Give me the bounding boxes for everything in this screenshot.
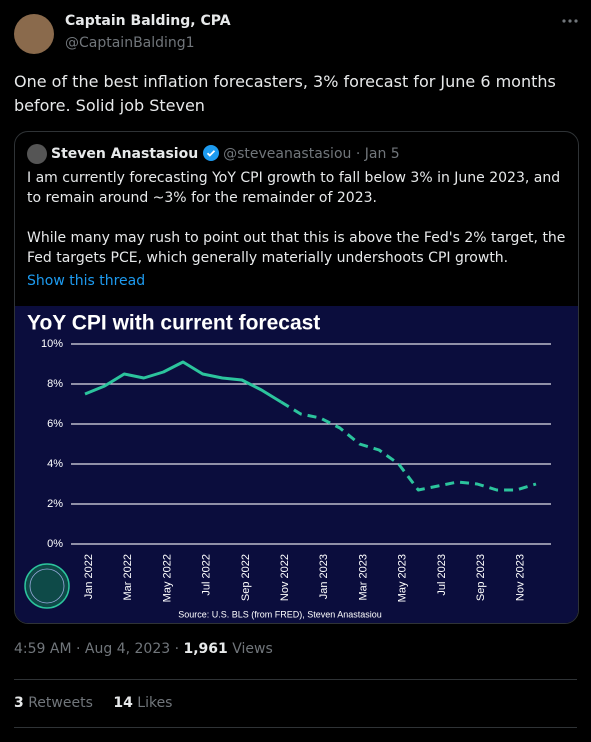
retweet-label[interactable]: Retweets: [28, 695, 93, 711]
separator: ·: [174, 641, 180, 657]
retweet-count[interactable]: 3: [14, 695, 24, 711]
like-count[interactable]: 14: [113, 695, 133, 711]
separator: ·: [355, 146, 361, 162]
x-tick-label: Jul 2022: [201, 554, 213, 596]
logo: [24, 563, 70, 609]
stats: 3 Retweets 14 Likes: [14, 695, 172, 711]
x-tick-label: Nov 2022: [279, 554, 291, 601]
y-tick-label: 6%: [47, 418, 63, 430]
show-thread-link[interactable]: Show this thread: [27, 273, 146, 289]
x-tick-label: Mar 2022: [122, 554, 134, 600]
chart: YoY CPI with current forecast Source: U.…: [15, 306, 578, 623]
x-tick-label: Mar 2023: [357, 554, 369, 600]
like-label[interactable]: Likes: [137, 695, 173, 711]
line-series: [84, 360, 282, 404]
x-tick-label: May 2023: [397, 554, 409, 602]
avatar[interactable]: [14, 14, 54, 54]
tweet-text: One of the best inflation forecasters, 3…: [14, 72, 556, 115]
x-tick-label: May 2022: [161, 554, 173, 602]
more-icon[interactable]: [560, 14, 580, 28]
separator: ·: [76, 641, 81, 657]
quoted-avatar: [27, 144, 47, 164]
quoted-author-name: Steven Anastasiou: [51, 146, 199, 162]
x-tick-label: Nov 2023: [514, 554, 526, 601]
x-tick-label: Sep 2023: [475, 554, 487, 601]
views-label: Views: [232, 641, 273, 657]
views-count: 1,961: [183, 641, 228, 657]
quoted-author-handle: @steveanastasiou: [223, 146, 352, 162]
y-tick-label: 4%: [47, 458, 63, 470]
author-handle[interactable]: @CaptainBalding1: [65, 35, 195, 51]
x-tick-label: Jul 2023: [436, 554, 448, 596]
quoted-paragraph: I am currently forecasting YoY CPI growt…: [27, 170, 561, 206]
x-tick-label: Sep 2022: [240, 554, 252, 601]
date: Aug 4, 2023: [84, 641, 171, 657]
divider: [14, 727, 577, 728]
divider: [14, 679, 577, 680]
chart-source: Source: U.S. BLS (from FRED), Steven Ana…: [178, 609, 382, 619]
verified-badge: [202, 145, 219, 161]
tweet-meta: 4:59 AM · Aug 4, 2023 · 1,961 Views: [14, 641, 273, 657]
y-tick-label: 8%: [47, 378, 63, 390]
quoted-header: Steven Anastasiou @steveanastasiou · Jan…: [51, 144, 400, 164]
quoted-paragraph: While many may rush to point out that th…: [27, 230, 566, 266]
time: 4:59 AM: [14, 641, 72, 657]
y-tick-label: 0%: [47, 538, 63, 550]
y-tick-label: 10%: [41, 338, 63, 350]
author-name[interactable]: Captain Balding, CPA: [65, 13, 231, 29]
chart-title: YoY CPI with current forecast: [27, 312, 320, 335]
quoted-date: Jan 5: [364, 146, 400, 162]
x-tick-label: Jan 2023: [318, 554, 330, 599]
line-series: [280, 400, 537, 492]
quoted-tweet[interactable]: Steven Anastasiou @steveanastasiou · Jan…: [14, 131, 579, 624]
x-tick-label: Jan 2022: [83, 554, 95, 599]
y-tick-label: 2%: [47, 498, 63, 510]
